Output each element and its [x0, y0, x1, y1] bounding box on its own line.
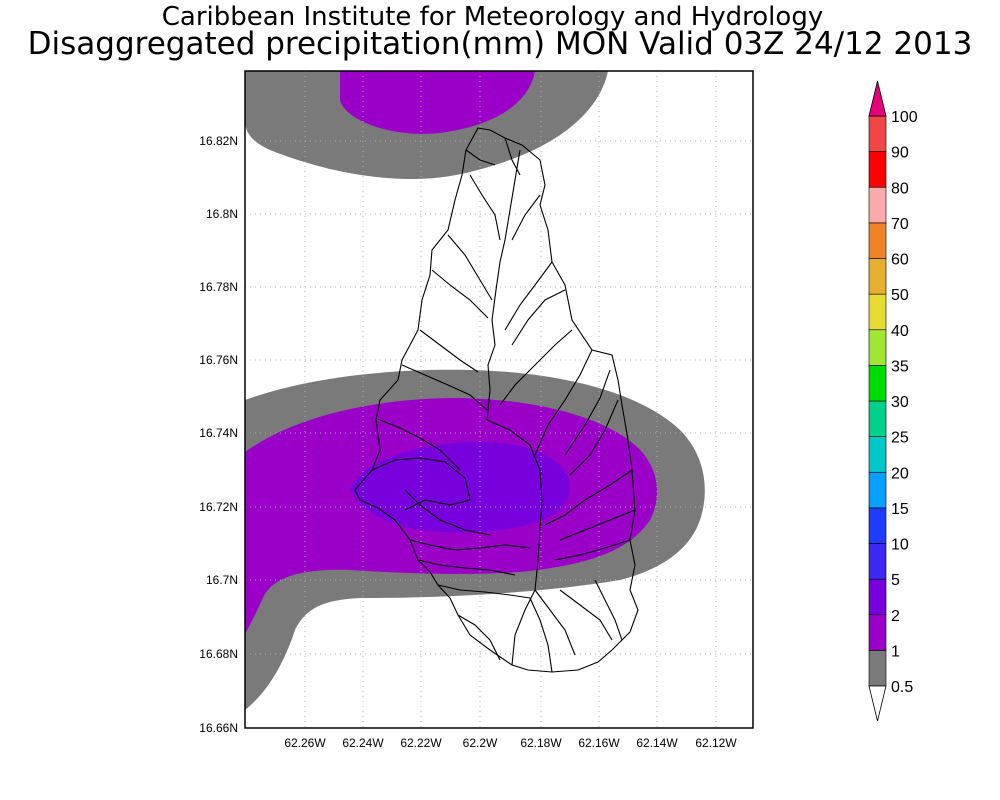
colorbar-level-label: 10: [891, 537, 909, 554]
colorbar-swatch: [868, 329, 887, 366]
colorbar-swatch: [868, 436, 887, 473]
lat-tick-label: 16.8N: [206, 207, 238, 221]
colorbar-level-label: 5: [891, 572, 900, 589]
map-frame: [244, 70, 754, 729]
colorbar-swatch: [868, 115, 887, 152]
colorbar-swatch: [868, 650, 887, 687]
colorbar-swatch: [868, 507, 887, 544]
lon-tick-label: 62.2W: [463, 736, 498, 750]
colorbar-level-label: 60: [891, 252, 909, 269]
lon-tick-label: 62.26W: [284, 736, 326, 750]
colorbar-level-label: 25: [891, 430, 909, 447]
colorbar-swatch: [868, 543, 887, 580]
colorbar-upper-arrow: [868, 80, 887, 117]
lat-tick-label: 16.7N: [206, 573, 238, 587]
lat-tick-label: 16.82N: [199, 134, 238, 148]
colorbar-lower-arrow: [868, 685, 887, 722]
colorbar-level-label: 70: [891, 216, 909, 233]
colorbar-swatch: [868, 222, 887, 259]
lat-tick-label: 16.76N: [199, 353, 238, 367]
colorbar-swatch: [868, 365, 887, 402]
colorbar-level-label: 50: [891, 287, 909, 304]
island-outline: [354, 127, 639, 673]
chart-subtitle: Disaggregated precipitation(mm) MON Vali…: [27, 26, 973, 62]
lat-tick-label: 16.66N: [199, 721, 238, 735]
colorbar-swatch: [868, 186, 887, 224]
colorbar-swatch: [868, 151, 887, 188]
lon-tick-label: 62.16W: [578, 736, 620, 750]
colorbar-level-label: 100: [891, 109, 918, 126]
colorbar-swatch: [868, 400, 887, 437]
contour-north-1-2: [340, 71, 535, 134]
colorbar-level-label: 90: [891, 145, 909, 162]
colorbar-swatch: [868, 578, 887, 616]
colorbar-level-label: 1: [891, 643, 900, 660]
lat-tick-label: 16.68N: [199, 647, 238, 661]
lat-tick-label: 16.78N: [199, 280, 238, 294]
colorbar-level-label: 20: [891, 465, 909, 482]
lon-tick-label: 62.24W: [342, 736, 384, 750]
longitude-axis: 62.26W 62.24W 62.22W 62.2W 62.18W 62.16W…: [284, 736, 737, 750]
island-watersheds: [354, 127, 639, 673]
colorbar-level-label: 30: [891, 394, 909, 411]
colorbar-swatch: [868, 614, 887, 651]
colorbar-swatch: [868, 258, 887, 295]
colorbar-level-label: 15: [891, 501, 909, 518]
lon-tick-label: 62.14W: [636, 736, 678, 750]
lat-tick-label: 16.74N: [199, 426, 238, 440]
lon-tick-label: 62.12W: [695, 736, 737, 750]
colorbar-level-label: 40: [891, 323, 909, 340]
colorbar-level-label: 0.5: [891, 679, 913, 696]
colorbar-swatch: [868, 293, 887, 331]
lat-tick-label: 16.72N: [199, 500, 238, 514]
colorbar-swatch: [868, 471, 887, 509]
latitude-axis: 16.82N 16.8N 16.78N 16.76N 16.74N 16.72N…: [199, 134, 238, 735]
colorbar-level-label: 2: [891, 608, 900, 625]
chart-title: Caribbean Institute for Meteorology and …: [161, 2, 824, 32]
lon-tick-label: 62.22W: [400, 736, 442, 750]
colorbar-level-label: 80: [891, 180, 909, 197]
lon-tick-label: 62.18W: [520, 736, 562, 750]
colorbar-level-label: 35: [891, 358, 909, 375]
